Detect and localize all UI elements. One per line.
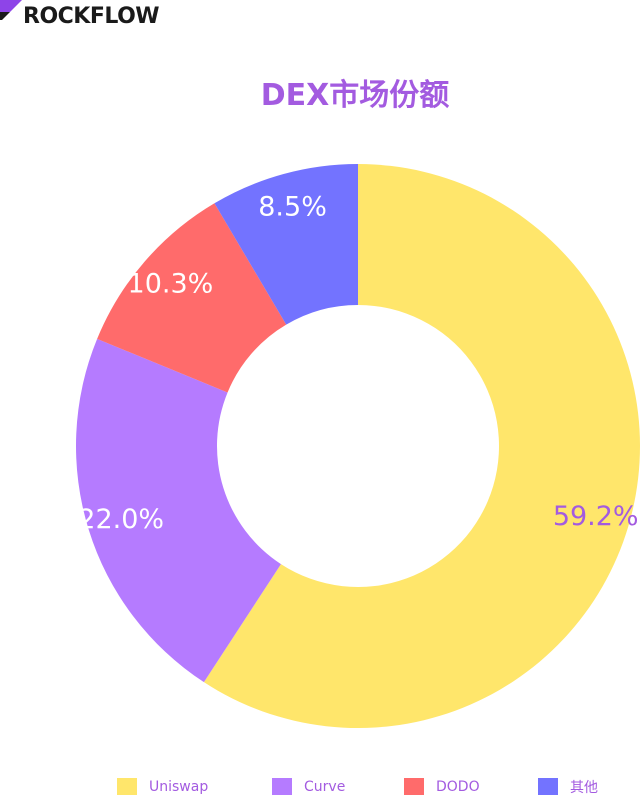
- legend-label: Uniswap: [149, 778, 209, 795]
- legend-swatch: [117, 778, 137, 795]
- donut-slice-uniswap: [203, 164, 640, 728]
- legend-swatch: [404, 778, 424, 795]
- legend-item-其他: 其他: [538, 776, 598, 797]
- slice-label-其他: 8.5%: [258, 191, 327, 222]
- chart-title: DEX市场份额: [260, 78, 450, 113]
- legend-item-dodo: DODO: [404, 776, 480, 797]
- donut-slice-curve: [76, 338, 281, 683]
- slice-label-uniswap: 59.2%: [553, 501, 639, 532]
- donut-slice-其他: [214, 164, 358, 325]
- legend-item-curve: Curve: [272, 776, 345, 797]
- legend-swatch: [272, 778, 292, 795]
- slice-label-dodo: 10.3%: [128, 268, 214, 299]
- rockflow-logo-icon: [0, 0, 22, 20]
- brand-logo: ROCKFLOW: [0, 0, 200, 40]
- slice-label-curve: 22.0%: [78, 504, 164, 535]
- brand-name: ROCKFLOW: [23, 4, 160, 29]
- legend-label: DODO: [436, 778, 480, 795]
- legend-item-uniswap: Uniswap: [117, 776, 208, 797]
- donut-slice-dodo: [97, 203, 287, 393]
- chart-legend: Uniswap Curve DODO 其他: [0, 776, 640, 797]
- legend-label: Curve: [304, 778, 346, 795]
- legend-swatch: [538, 778, 558, 795]
- legend-label: 其他: [570, 779, 598, 796]
